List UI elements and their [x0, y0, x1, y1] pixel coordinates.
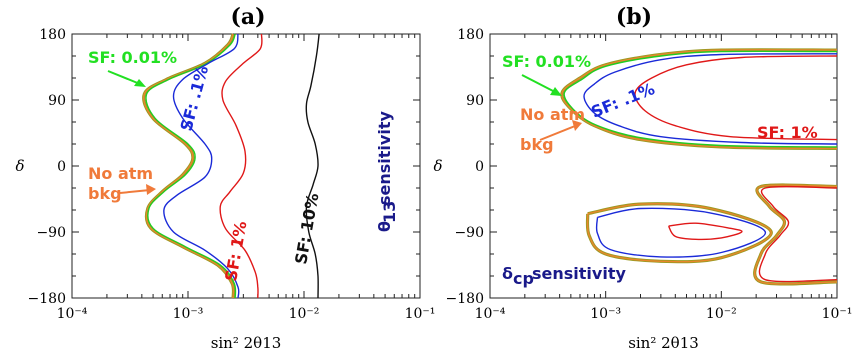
y-axis-label: δ	[15, 157, 24, 175]
arrow-head-sf-001	[134, 79, 146, 87]
anno-b-sf-001: SF: 0.01%	[502, 52, 591, 71]
y-tick-label: 90	[48, 93, 66, 109]
island-contour-4	[758, 185, 838, 283]
series-sf-0-01-	[145, 33, 237, 299]
y-tick-label: −90	[36, 225, 66, 241]
panel-b-axes: 10⁻⁴ 10⁻³ 10⁻² 10⁻¹ 180 90 0 −90 −180 sin² 2θ13 δ	[433, 27, 852, 352]
x-tick-label: 10⁻⁴	[57, 306, 88, 322]
panel-a-title: (a)	[230, 4, 265, 30]
panel-a-curves	[142, 33, 320, 299]
y-tick-label: −180	[446, 291, 484, 307]
x-tick-label: 10⁻²	[706, 306, 737, 322]
anno-no-atm: No atm	[88, 164, 153, 183]
y-tick-label: −180	[28, 291, 66, 307]
anno-bkg: bkg	[88, 184, 122, 203]
svg-text:cp: cp	[513, 269, 534, 288]
panel-b: (b) 10⁻⁴ 10⁻³ 10⁻² 10⁻¹ 180 90 0 −90 −180 sin² 2θ…	[433, 4, 852, 352]
y-tick-label: 0	[475, 159, 484, 175]
anno-b-sf-1: SF: 1%	[757, 123, 818, 142]
island-contour-0	[586, 203, 772, 263]
series-sf-1-	[634, 55, 838, 141]
x-tick-label: 10⁻⁴	[475, 306, 506, 322]
x-tick-label: 10⁻¹	[405, 306, 436, 322]
island-contour-2	[667, 222, 743, 241]
series-no-atm-bkg	[561, 49, 838, 150]
series-no-atm-bkg	[143, 33, 235, 299]
anno-sf-10: SF: 10%	[291, 192, 322, 266]
series-sf-10-	[305, 33, 320, 299]
x-tick-label: 10⁻¹	[822, 306, 852, 322]
arrow-b-sf-001	[521, 74, 556, 93]
island-contour-3	[753, 184, 838, 285]
series-no-atm-bkg-outline	[142, 33, 236, 299]
arrow-head-b-sf-001	[550, 87, 562, 96]
y-tick-label: 0	[57, 159, 66, 175]
series-sf-0-01-	[563, 50, 838, 148]
y-tick-label: 180	[39, 27, 66, 43]
series-sf-1-	[163, 33, 240, 299]
y-tick-label: 90	[466, 93, 484, 109]
x-tick-label: 10⁻²	[289, 306, 320, 322]
anno-b-bkg: bkg	[520, 135, 554, 154]
arrow-no-atm	[119, 189, 151, 194]
x-tick-label: 10⁻³	[173, 306, 204, 322]
x-tick-label: 10⁻³	[590, 306, 621, 322]
panel-b-title: (b)	[616, 4, 652, 30]
y-tick-label: 180	[457, 27, 484, 43]
y-tick-label: −90	[454, 225, 484, 241]
svg-text:δ: δ	[502, 264, 513, 283]
x-axis-label: sin² 2θ13	[628, 334, 699, 352]
x-axis-label: sin² 2θ13	[211, 334, 282, 352]
arrow-sf-001	[107, 70, 141, 85]
svg-text:θ: θ	[375, 221, 394, 232]
arrow-head-no-atm	[146, 184, 156, 195]
panel-a: (a) 10⁻⁴ 10⁻³ 10⁻² 10⁻¹ 180 90 0 −90 −180 sin² 2θ…	[15, 4, 435, 352]
panel-a-axes: 10⁻⁴ 10⁻³ 10⁻² 10⁻¹ 180 90 0 −90 −180 sin² 2θ13 δ	[15, 27, 435, 352]
arrow-b-no-atm	[539, 125, 576, 141]
plot-frame	[489, 33, 838, 299]
anno-theta13-sensitivity: θ 13 sensitivity	[375, 111, 399, 232]
anno-dcp-sensitivity: δ cp sensitivity	[502, 264, 626, 288]
anno-b-sf-01: SF: .1%	[588, 79, 657, 122]
anno-b-no-atm: No atm	[520, 105, 585, 124]
panel-b-curves	[560, 48, 838, 286]
anno-sf-001: SF: 0.01%	[88, 48, 177, 67]
series-sf-1-	[583, 53, 838, 145]
island-contour-1	[595, 207, 766, 258]
svg-text:sensitivity: sensitivity	[532, 264, 626, 283]
svg-text:13: 13	[380, 201, 399, 223]
series-sf-1-	[219, 33, 263, 299]
y-axis-label: δ	[433, 157, 442, 175]
svg-text:sensitivity: sensitivity	[375, 111, 394, 205]
arrow-head-b-no-atm	[572, 120, 582, 131]
